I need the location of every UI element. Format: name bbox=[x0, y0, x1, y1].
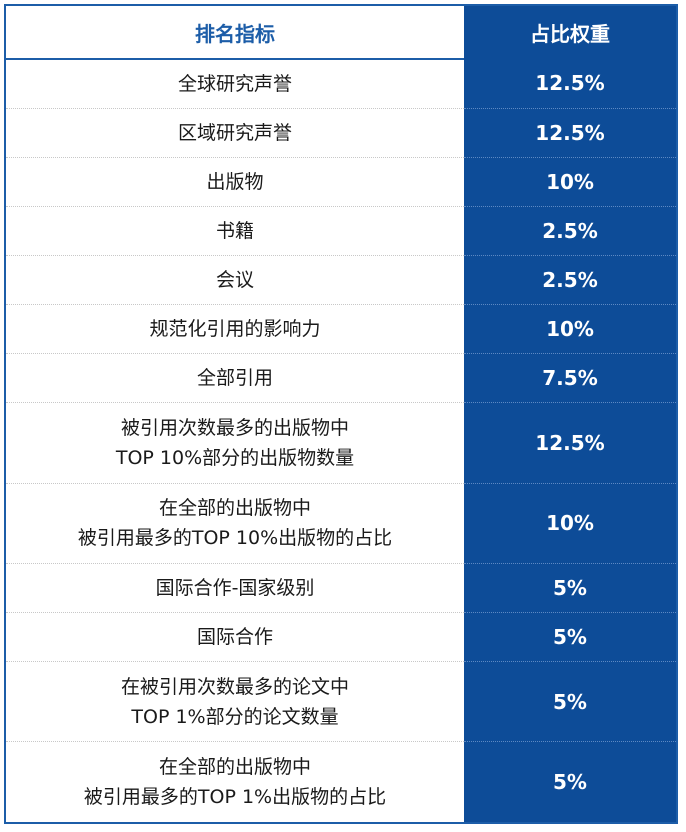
indicator-text: 被引用最多的TOP 10%出版物的占比 bbox=[77, 527, 393, 550]
weight-cell: 2.5% bbox=[464, 255, 676, 306]
weight-cell: 10% bbox=[464, 483, 676, 564]
weight-cell: 5% bbox=[464, 612, 676, 663]
indicator-cell: 全球研究声誉 bbox=[6, 59, 464, 109]
indicator-cell: 被引用次数最多的出版物中 TOP 10%部分的出版物数量 bbox=[6, 402, 464, 484]
indicator-cell: 在全部的出版物中被引用最多的TOP 1%出版物的占比 bbox=[6, 742, 464, 822]
table-row: 国际合作-国家级别 5% bbox=[6, 563, 676, 613]
indicator-text: 会议 bbox=[215, 269, 254, 292]
header-weight: 占比权重 bbox=[464, 6, 676, 59]
indicator-text: 国际合作 bbox=[196, 625, 273, 648]
indicator-cell: 全部引用 bbox=[6, 353, 464, 404]
indicator-text: 被引用次数最多的出版物中 bbox=[120, 416, 349, 439]
indicator-text: 全部引用 bbox=[196, 367, 273, 390]
table-row: 规范化引用的影响力 10% bbox=[6, 304, 676, 355]
indicator-text: 在全部的出版物中 bbox=[158, 497, 311, 520]
table-row: 在全部的出版物中 被引用最多的TOP 1%出版物的占比 5% bbox=[6, 741, 676, 822]
indicator-text: 在全部的出版物中 bbox=[158, 756, 311, 779]
indicator-text: 区域研究声誉 bbox=[177, 121, 292, 144]
indicator-text: 规范化引用的影响力 bbox=[149, 318, 321, 341]
weight-cell: 10% bbox=[464, 157, 676, 207]
indicator-cell: 在全部的出版物中被引用最多的TOP 10%出版物的占比 bbox=[6, 483, 464, 564]
indicator-cell: 区域研究声誉 bbox=[6, 108, 464, 158]
weight-cell: 5% bbox=[464, 563, 676, 613]
ranking-weight-table: 排名指标 占比权重 全球研究声誉 12.5% 区域研究声誉 12.5% 出版物 10% 书籍… bbox=[6, 6, 676, 822]
table-row: 在全部的出版物中 被引用最多的TOP 10%出版物的占比 10% bbox=[6, 483, 676, 564]
indicator-cell: 国际合作-国家级别 bbox=[6, 563, 464, 613]
indicator-cell: 规范化引用的影响力 bbox=[6, 304, 464, 355]
indicator-text: TOP 1%部分的论文数量 bbox=[131, 705, 339, 728]
ranking-weight-table-frame: 排名指标 占比权重 全球研究声誉 12.5% 区域研究声誉 12.5% 出版物 10% 书籍… bbox=[4, 4, 678, 824]
table-row: 国际合作 5% bbox=[6, 612, 676, 663]
indicator-text: 被引用最多的TOP 1%出版物的占比 bbox=[83, 786, 387, 809]
weight-cell: 2.5% bbox=[464, 206, 676, 257]
indicator-text: TOP 10%部分的出版物数量 bbox=[115, 446, 355, 469]
indicator-text: 书籍 bbox=[215, 219, 254, 242]
indicator-cell: 国际合作 bbox=[6, 612, 464, 663]
weight-cell: 12.5% bbox=[464, 59, 676, 109]
table-row: 全部引用 7.5% bbox=[6, 353, 676, 404]
table-row: 书籍 2.5% bbox=[6, 206, 676, 257]
weight-cell: 5% bbox=[464, 661, 676, 743]
table-row: 会议 2.5% bbox=[6, 255, 676, 306]
table-body: 全球研究声誉 12.5% 区域研究声誉 12.5% 出版物 10% 书籍 2.5% 会议 2.5%… bbox=[6, 59, 676, 822]
header-indicator: 排名指标 bbox=[6, 6, 464, 60]
weight-cell: 10% bbox=[464, 304, 676, 355]
indicator-cell: 会议 bbox=[6, 255, 464, 306]
table-header-row: 排名指标 占比权重 bbox=[6, 6, 676, 60]
weight-cell: 12.5% bbox=[464, 108, 676, 158]
table-row: 区域研究声誉 12.5% bbox=[6, 108, 676, 158]
weight-cell: 5% bbox=[464, 741, 676, 822]
indicator-cell: 出版物 bbox=[6, 157, 464, 207]
table-row: 被引用次数最多的出版物中 TOP 10%部分的出版物数量 12.5% bbox=[6, 402, 676, 484]
indicator-text: 出版物 bbox=[206, 170, 264, 193]
indicator-text: 全球研究声誉 bbox=[177, 72, 292, 95]
table-row: 全球研究声誉 12.5% bbox=[6, 59, 676, 109]
indicator-cell: 书籍 bbox=[6, 206, 464, 257]
indicator-text: 在被引用次数最多的论文中 bbox=[120, 675, 349, 698]
table-row: 出版物 10% bbox=[6, 157, 676, 207]
weight-cell: 7.5% bbox=[464, 353, 676, 404]
indicator-text: 国际合作-国家级别 bbox=[155, 576, 315, 599]
weight-cell: 12.5% bbox=[464, 402, 676, 484]
table-row: 在被引用次数最多的论文中 TOP 1%部分的论文数量 5% bbox=[6, 661, 676, 743]
indicator-cell: 在被引用次数最多的论文中 TOP 1%部分的论文数量 bbox=[6, 661, 464, 743]
